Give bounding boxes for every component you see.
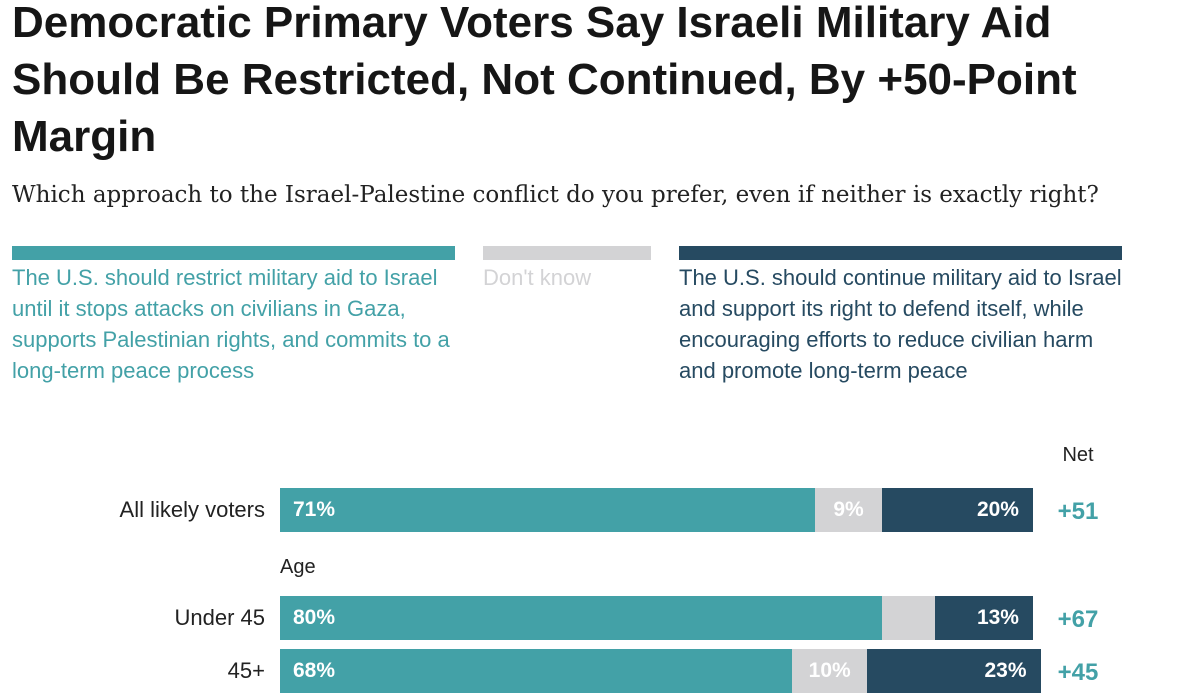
- bar-label-restrict: 68%: [293, 659, 336, 682]
- row-label: All likely voters: [119, 497, 265, 522]
- row-label: Under 45: [174, 605, 265, 630]
- bar-label-dont-know: 9%: [833, 498, 864, 521]
- bar-segment-continue: [882, 488, 1033, 532]
- bar-segment-restrict: [280, 488, 815, 532]
- section-label-age: Age: [280, 556, 316, 578]
- bar-label-restrict: 80%: [293, 606, 336, 629]
- bar-segment-restrict: [280, 596, 883, 640]
- bar-label-restrict: 71%: [293, 498, 336, 521]
- bar-segment-continue: [935, 596, 1033, 640]
- bar-label-continue: 20%: [976, 498, 1019, 521]
- legend-label-dont-know: Don't know: [483, 265, 592, 290]
- net-value: +51: [1057, 498, 1099, 525]
- chart-title: Democratic Primary Voters Say Israeli Mi…: [12, 0, 1077, 161]
- bar-label-continue: 13%: [976, 606, 1019, 629]
- row-label: 45+: [227, 658, 265, 683]
- bar-label-dont-know: 10%: [808, 659, 851, 682]
- net-value: +67: [1057, 606, 1099, 633]
- legend-swatch-restrict: [12, 246, 455, 260]
- bar-segment-dont-know: [882, 596, 936, 640]
- legend-label-continue: The U.S. should continue military aid to…: [679, 265, 1122, 383]
- legend-label-restrict: The U.S. should restrict military aid to…: [12, 265, 450, 383]
- net-column-header: Net: [1062, 444, 1094, 466]
- net-value: +45: [1057, 659, 1099, 686]
- bar-label-continue: 23%: [984, 659, 1027, 682]
- bar-segment-dont-know: [814, 488, 883, 532]
- legend-swatch-continue: [679, 246, 1122, 260]
- legend-swatch-dont-know: [483, 246, 651, 260]
- chart-subtitle: Which approach to the Israel-Palestine c…: [12, 182, 1099, 208]
